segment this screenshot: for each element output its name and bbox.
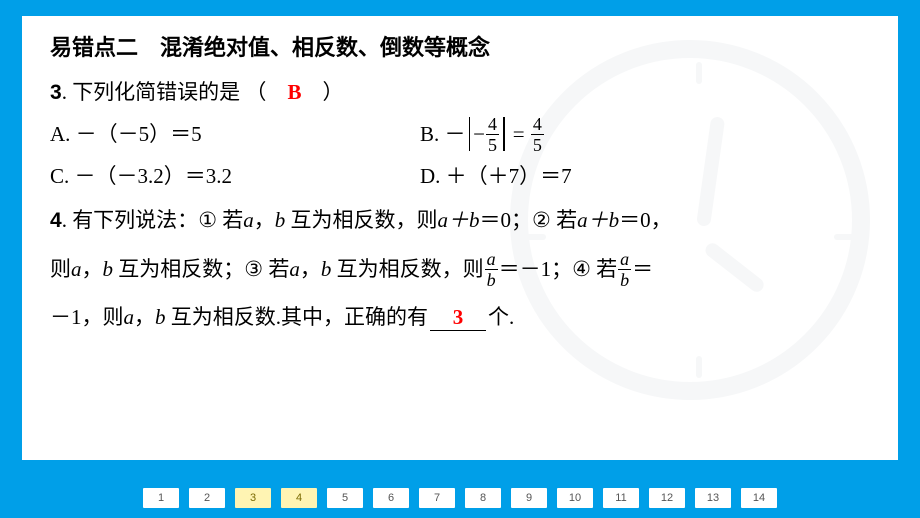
abs-bar-left — [469, 117, 471, 151]
slide-frame: 易错点二 混淆绝对值、相反数、倒数等概念 3. 下列化简错误的是 （ B ） A… — [22, 16, 898, 460]
circled-4: ④ — [572, 245, 591, 293]
page-button-13[interactable]: 13 — [695, 488, 731, 508]
stem-text-before: . 下列化简错误的是 （ — [62, 80, 288, 104]
page-button-6[interactable]: 6 — [373, 488, 409, 508]
page-button-3[interactable]: 3 — [235, 488, 271, 508]
question-number: 3 — [50, 81, 62, 104]
q3-options-row1: A. －（－5）＝5 B. －−45 = 45 — [50, 114, 870, 156]
option-text: －（－3.2）＝3.2 — [75, 164, 233, 188]
page-button-11[interactable]: 11 — [603, 488, 639, 508]
option-A: A. －（－5）＝5 — [50, 114, 420, 156]
option-label: C. — [50, 164, 75, 188]
page-button-9[interactable]: 9 — [511, 488, 547, 508]
option-label: D. — [420, 164, 446, 188]
equals: = — [508, 122, 530, 146]
circled-1: ① — [198, 196, 217, 244]
fill-blank: 3 — [430, 307, 486, 331]
option-text: ＋（＋7）＝7 — [446, 164, 572, 188]
page-button-1[interactable]: 1 — [143, 488, 179, 508]
fraction-ab: ab — [618, 250, 631, 289]
inner-minus: − — [473, 122, 485, 146]
q4-answer: 3 — [453, 305, 464, 329]
question-number: 4 — [50, 209, 62, 232]
page-button-12[interactable]: 12 — [649, 488, 685, 508]
page-button-5[interactable]: 5 — [327, 488, 363, 508]
q3-options-row2: C. －（－3.2）＝3.2 D. ＋（＋7）＝7 — [50, 156, 870, 196]
page-navigator: 1234567891011121314 — [0, 478, 920, 518]
question-4: 4. 有下列说法：① 若a，b 互为相反数，则a＋b＝0；② 若a＋b＝0， 则… — [50, 196, 870, 341]
q3-answer: B — [287, 80, 301, 104]
abs-bar-right — [503, 117, 505, 151]
page-button-14[interactable]: 14 — [741, 488, 777, 508]
page-button-8[interactable]: 8 — [465, 488, 501, 508]
page-button-4[interactable]: 4 — [281, 488, 317, 508]
option-label: A. — [50, 122, 76, 146]
option-D: D. ＋（＋7）＝7 — [420, 156, 870, 196]
option-C: C. －（－3.2）＝3.2 — [50, 156, 420, 196]
circled-2: ② — [532, 196, 551, 244]
fraction-ab: ab — [485, 250, 498, 289]
circled-3: ③ — [244, 245, 263, 293]
section-heading: 易错点二 混淆绝对值、相反数、倒数等概念 — [50, 30, 870, 65]
option-label: B. — [420, 122, 445, 146]
stem-text-after: ） — [301, 80, 343, 104]
option-text: －（－5）＝5 — [76, 122, 202, 146]
slide-content: 易错点二 混淆绝对值、相反数、倒数等概念 3. 下列化简错误的是 （ B ） A… — [50, 30, 870, 341]
question-3-stem: 3. 下列化简错误的是 （ B ） — [50, 71, 870, 114]
page-button-2[interactable]: 2 — [189, 488, 225, 508]
fraction: 45 — [486, 115, 499, 154]
page-button-10[interactable]: 10 — [557, 488, 593, 508]
minus-sign: － — [445, 122, 466, 146]
fraction: 45 — [531, 115, 544, 154]
page-button-7[interactable]: 7 — [419, 488, 455, 508]
option-B: B. －−45 = 45 — [420, 114, 870, 156]
